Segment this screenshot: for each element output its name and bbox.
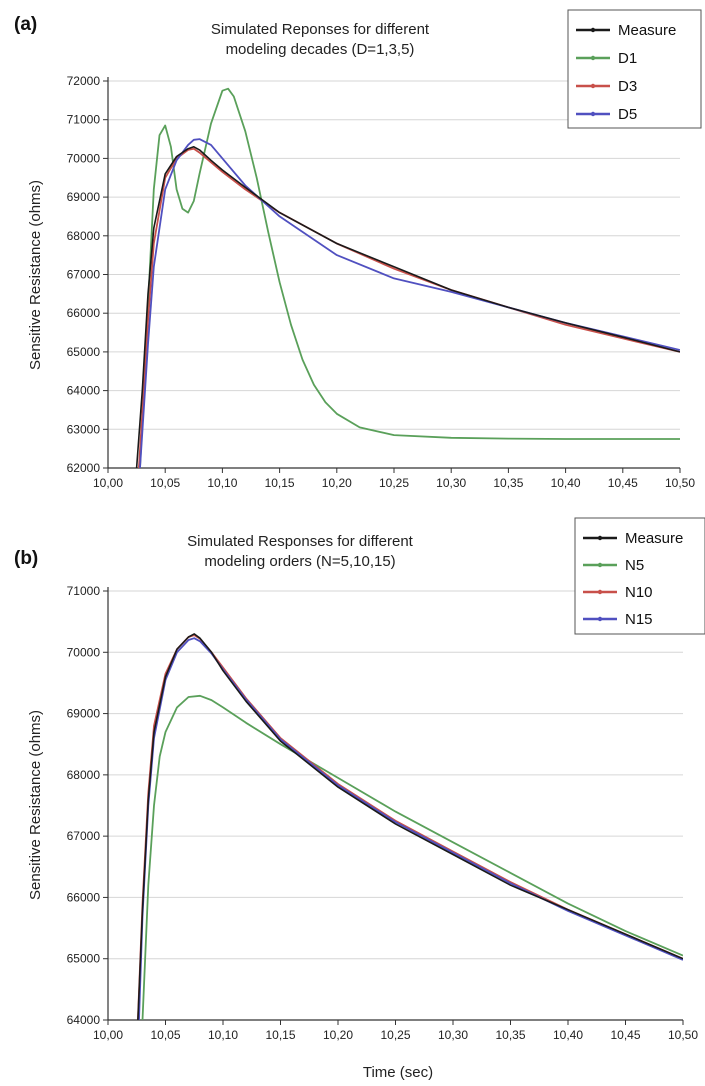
- legend-marker-n5: [597, 562, 603, 568]
- x-tick-label: 10,45: [610, 1028, 640, 1042]
- legend-label-n10: N10: [625, 584, 653, 601]
- y-tick-label: 67000: [67, 268, 101, 282]
- series-line-d5: [139, 138, 680, 468]
- series-line-d3: [138, 147, 680, 468]
- legend-marker-measure: [597, 535, 603, 541]
- chart-title: Simulated Responses for different: [187, 533, 414, 550]
- y-tick-label: 67000: [67, 829, 101, 843]
- chart-title: modeling decades (D=1,3,5): [226, 41, 415, 58]
- x-tick-label: 10,20: [323, 1028, 353, 1042]
- y-tick-label: 65000: [67, 345, 101, 359]
- x-tick-label: 10,05: [150, 476, 180, 490]
- x-tick-label: 10,00: [93, 1028, 123, 1042]
- x-tick-label: 10,35: [495, 1028, 525, 1042]
- y-tick-label: 63000: [67, 422, 101, 436]
- x-tick-label: 10,50: [668, 1028, 698, 1042]
- y-tick-label: 66000: [67, 306, 101, 320]
- x-tick-label: 10,25: [379, 476, 409, 490]
- x-tick-label: 10,15: [265, 1028, 295, 1042]
- y-axis-label: Sensitive Resistance (ohms): [27, 180, 44, 370]
- legend-marker-measure: [590, 27, 596, 33]
- x-tick-label: 10,10: [208, 1028, 238, 1042]
- series-line-measure: [135, 146, 680, 468]
- series-line-d1: [139, 87, 680, 468]
- x-tick-label: 10,00: [93, 476, 123, 490]
- y-tick-label: 71000: [67, 113, 101, 127]
- series-line-n10: [137, 634, 683, 1020]
- x-tick-label: 10,35: [493, 476, 523, 490]
- y-tick-label: 64000: [67, 1013, 101, 1027]
- x-tick-label: 10,20: [322, 476, 352, 490]
- legend-label-d1: D1: [618, 50, 637, 67]
- legend: Measure D1 D3 D5: [567, 9, 702, 129]
- y-tick-label: 72000: [67, 74, 101, 88]
- x-tick-label: 10,10: [207, 476, 237, 490]
- y-tick-label: 64000: [67, 384, 101, 398]
- legend-label-n15: N15: [625, 611, 653, 628]
- legend-box: [567, 9, 702, 129]
- x-tick-label: 10,50: [665, 476, 695, 490]
- y-tick-label: 69000: [67, 190, 101, 204]
- y-tick-label: 70000: [67, 151, 101, 165]
- legend-label-measure: Measure: [625, 530, 683, 547]
- chart-panel-b: 64000 65000 66000 67000 68000 69000 70000 71000…: [14, 517, 705, 1081]
- chart-panel-a: 62000 63000 64000 65000 66000 67000 68000 69000…: [14, 9, 702, 490]
- y-tick-label: 68000: [67, 229, 101, 243]
- chart-title: modeling orders (N=5,10,15): [204, 553, 395, 570]
- series-line-n5: [141, 694, 683, 1020]
- legend-marker-n10: [597, 589, 603, 595]
- legend-marker-d5: [590, 111, 596, 117]
- x-tick-label: 10,30: [438, 1028, 468, 1042]
- legend-marker-d1: [590, 55, 596, 61]
- legend-label-d3: D3: [618, 78, 637, 95]
- y-tick-label: 70000: [67, 645, 101, 659]
- legend-label-measure: Measure: [618, 22, 676, 39]
- legend-label-n5: N5: [625, 557, 644, 574]
- x-tick-label: 10,40: [553, 1028, 583, 1042]
- y-tick-label: 66000: [67, 890, 101, 904]
- x-axis-label: Time (sec): [363, 1064, 433, 1081]
- chart-title: Simulated Reponses for different: [211, 21, 430, 38]
- panel-label: (a): [14, 14, 37, 35]
- y-tick-label: 71000: [67, 584, 101, 598]
- legend-marker-d3: [590, 83, 596, 89]
- legend: Measure N5 N10 N15: [574, 517, 705, 635]
- x-tick-label: 10,45: [608, 476, 638, 490]
- y-tick-label: 68000: [67, 768, 101, 782]
- y-axis-label: Sensitive Resistance (ohms): [27, 710, 44, 900]
- x-tick-label: 10,25: [380, 1028, 410, 1042]
- legend-marker-n15: [597, 616, 603, 622]
- x-tick-label: 10,15: [265, 476, 295, 490]
- x-tick-label: 10,05: [150, 1028, 180, 1042]
- legend-label-d5: D5: [618, 106, 637, 123]
- x-tick-label: 10,30: [436, 476, 466, 490]
- y-tick-label: 62000: [67, 461, 101, 475]
- y-tick-label: 69000: [67, 707, 101, 721]
- y-tick-label: 65000: [67, 952, 101, 966]
- panel-label: (b): [14, 548, 38, 569]
- series-line-measure: [137, 633, 683, 1020]
- x-tick-label: 10,40: [551, 476, 581, 490]
